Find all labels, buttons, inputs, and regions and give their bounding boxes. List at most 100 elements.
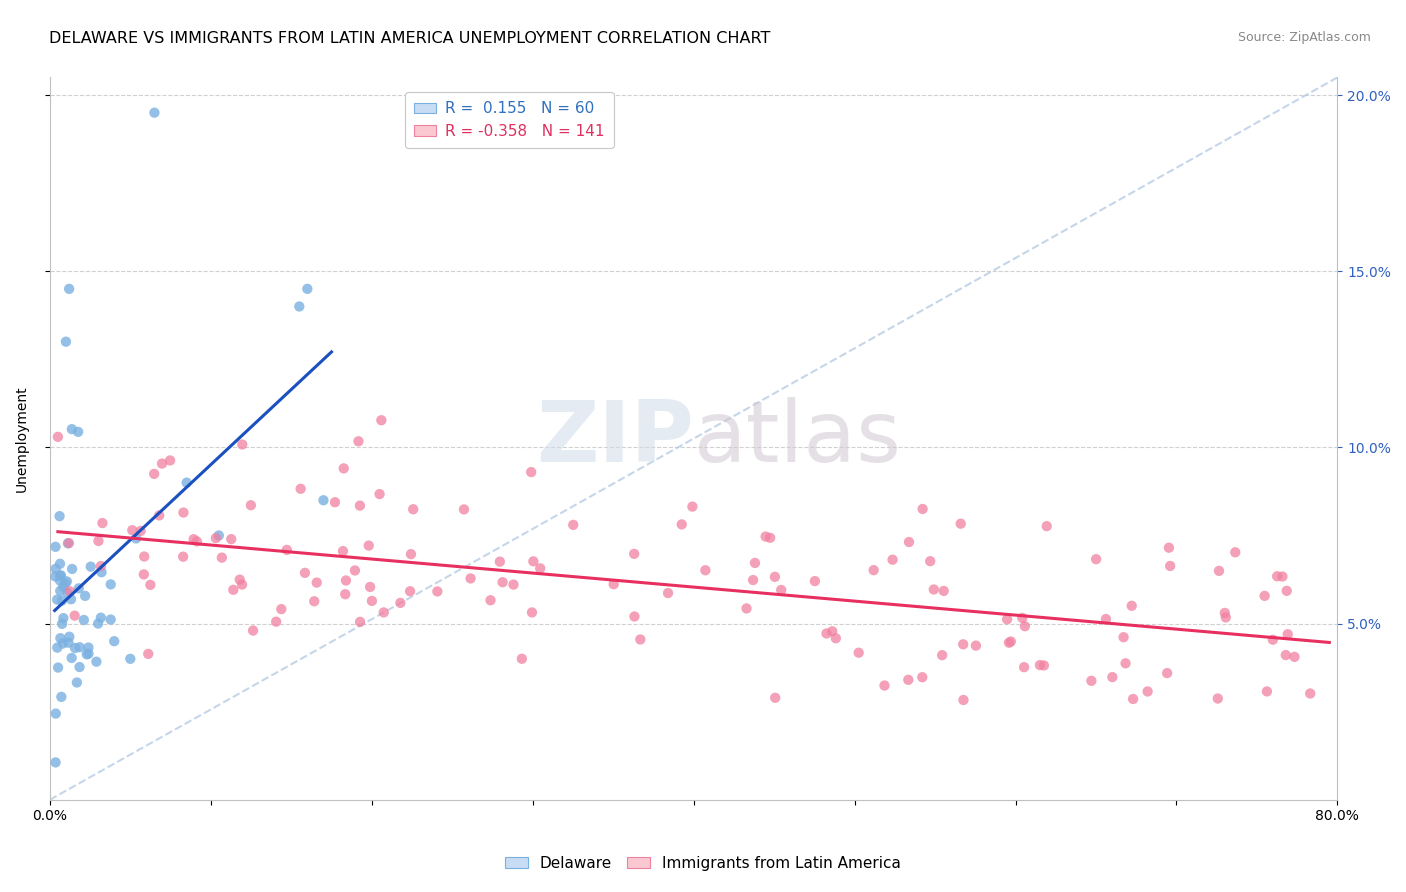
Point <box>67 425 90 439</box>
Point <box>911 502 934 516</box>
Point <box>69 660 91 674</box>
Point <box>1284 649 1306 664</box>
Point <box>1115 657 1137 671</box>
Point <box>1275 648 1298 662</box>
Point <box>399 547 422 561</box>
Point <box>134 549 156 564</box>
Point <box>45 562 67 576</box>
Point <box>520 606 543 620</box>
Point <box>143 467 166 481</box>
Point <box>121 523 143 537</box>
Point <box>1253 589 1275 603</box>
Point <box>742 573 765 587</box>
Point <box>52 611 75 625</box>
Point <box>148 508 170 523</box>
Point <box>77 647 100 661</box>
Point <box>770 582 793 597</box>
Point <box>297 282 319 296</box>
Point <box>873 679 896 693</box>
Point <box>58 635 80 649</box>
Point <box>1215 610 1237 624</box>
Point <box>49 574 72 588</box>
Point <box>657 586 679 600</box>
Point <box>219 532 242 546</box>
Point <box>176 475 198 490</box>
Point <box>1122 692 1144 706</box>
Point <box>49 631 72 645</box>
Point <box>172 549 194 564</box>
Point <box>815 626 838 640</box>
Point <box>45 756 67 770</box>
Point <box>763 690 786 705</box>
Point <box>520 465 543 479</box>
Point <box>323 495 346 509</box>
Point <box>60 562 83 576</box>
Point <box>91 516 114 530</box>
Point <box>1080 673 1102 688</box>
Point <box>368 487 391 501</box>
Point <box>359 580 381 594</box>
Point <box>759 531 782 545</box>
Point <box>1265 569 1288 583</box>
Point <box>671 517 693 532</box>
Point <box>136 647 159 661</box>
Point <box>628 632 651 647</box>
Point <box>75 589 97 603</box>
Point <box>51 690 73 704</box>
Point <box>46 640 69 655</box>
Point <box>1112 630 1135 644</box>
Point <box>744 556 766 570</box>
Point <box>510 652 533 666</box>
Point <box>460 571 482 585</box>
Point <box>239 498 262 512</box>
Point <box>49 583 72 598</box>
Point <box>389 596 412 610</box>
Text: atlas: atlas <box>693 397 901 480</box>
Point <box>51 616 73 631</box>
Text: Source: ZipAtlas.com: Source: ZipAtlas.com <box>1237 31 1371 45</box>
Point <box>399 584 422 599</box>
Point <box>1256 684 1278 698</box>
Point <box>46 430 69 444</box>
Point <box>305 575 328 590</box>
Point <box>695 563 717 577</box>
Point <box>48 509 70 524</box>
Point <box>58 630 80 644</box>
Point <box>46 592 69 607</box>
Point <box>1275 583 1298 598</box>
Point <box>897 673 920 687</box>
Point <box>222 582 245 597</box>
Point <box>159 453 181 467</box>
Point <box>58 536 80 550</box>
Point <box>205 531 228 545</box>
Point <box>44 540 66 554</box>
Point <box>76 648 98 662</box>
Point <box>755 530 778 544</box>
Point <box>60 651 83 665</box>
Point <box>120 652 142 666</box>
Point <box>623 609 645 624</box>
Point <box>949 516 972 531</box>
Point <box>90 559 112 574</box>
Point <box>349 499 371 513</box>
Point <box>952 637 974 651</box>
Point <box>288 300 311 314</box>
Point <box>332 544 354 558</box>
Point <box>183 532 205 546</box>
Point <box>1011 611 1033 625</box>
Point <box>922 582 945 597</box>
Point <box>304 594 326 608</box>
Point <box>53 576 76 591</box>
Point <box>103 634 125 648</box>
Point <box>1032 658 1054 673</box>
Point <box>49 557 72 571</box>
Point <box>522 554 544 568</box>
Point <box>1206 691 1229 706</box>
Point <box>229 573 252 587</box>
Point <box>562 517 585 532</box>
Text: ZIP: ZIP <box>536 397 693 480</box>
Point <box>426 584 449 599</box>
Point <box>1156 666 1178 681</box>
Point <box>502 577 524 591</box>
Point <box>59 584 82 599</box>
